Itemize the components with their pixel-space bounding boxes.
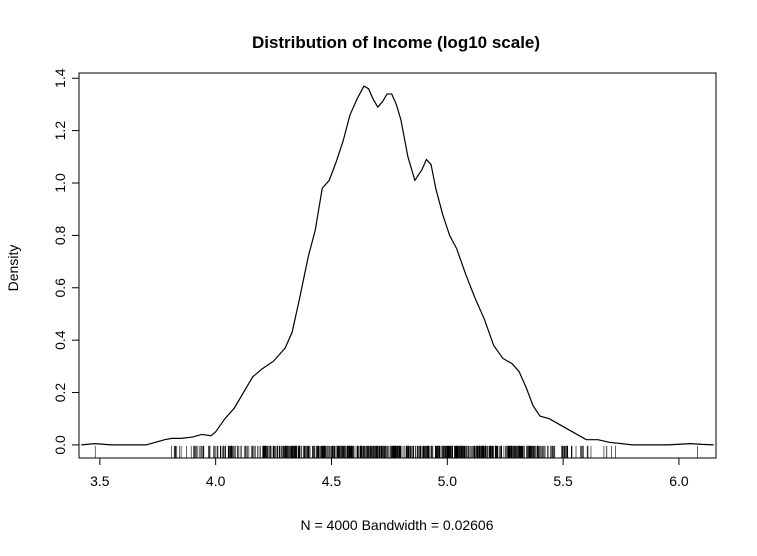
x-tick-label: 4.5 — [322, 473, 342, 489]
x-tick-label: 5.5 — [553, 473, 573, 489]
y-tick-label: 0.6 — [52, 278, 68, 298]
x-tick-label: 4.0 — [206, 473, 226, 489]
chart-title: Distribution of Income (log10 scale) — [252, 33, 540, 52]
y-tick-label: 0.4 — [52, 330, 68, 350]
x-axis: 3.5 4.0 4.5 5.0 5.5 6.0 — [90, 457, 689, 489]
y-tick-label: 1.0 — [52, 173, 68, 193]
rug-marks — [94, 445, 698, 458]
y-tick-label: 1.4 — [52, 68, 68, 88]
x-tick-label: 6.0 — [669, 473, 689, 489]
x-tick-label: 3.5 — [90, 473, 110, 489]
density-curve — [81, 85, 714, 446]
x-axis-label: N = 4000 Bandwidth = 0.02606 — [300, 517, 493, 533]
y-axis: 0.0 0.2 0.4 0.6 0.8 1.0 1.2 1.4 — [52, 68, 80, 455]
x-tick-label: 5.0 — [438, 473, 458, 489]
y-tick-label: 0.0 — [52, 435, 68, 455]
y-tick-label: 0.8 — [52, 225, 68, 245]
plot-frame — [78, 72, 717, 459]
y-axis-label: Density — [5, 245, 21, 292]
y-tick-label: 0.2 — [52, 383, 68, 403]
y-tick-label: 1.2 — [52, 121, 68, 141]
